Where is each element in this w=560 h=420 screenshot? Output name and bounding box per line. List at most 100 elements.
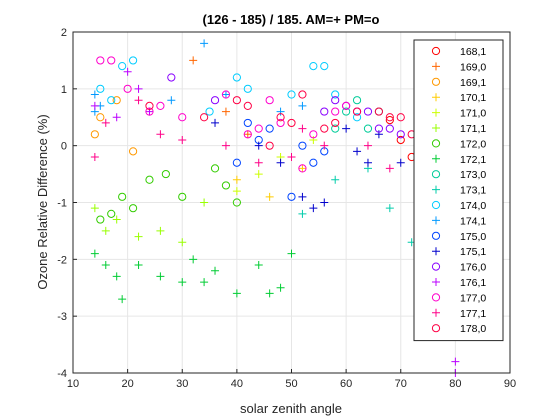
data-point: [276, 118, 285, 128]
data-point: [309, 62, 318, 71]
data-point: [331, 90, 340, 99]
data-point: [352, 96, 362, 105]
data-point: [342, 101, 351, 110]
data-point: [112, 215, 121, 224]
data-point: [243, 118, 252, 128]
data-point: [385, 115, 394, 125]
legend-marker: [432, 216, 440, 225]
data-point: [287, 249, 296, 258]
x-tick-label: 90: [504, 378, 516, 390]
data-point: [232, 73, 241, 82]
data-point: [134, 261, 143, 270]
data-point: [374, 124, 383, 133]
data-point: [309, 130, 318, 139]
data-point: [287, 90, 296, 99]
data-point: [178, 135, 187, 144]
legend-marker: [431, 200, 441, 210]
data-point: [112, 113, 121, 122]
data-point: [211, 118, 220, 127]
x-tick-label: 40: [231, 378, 243, 390]
data-point: [363, 107, 373, 116]
data-point: [156, 101, 165, 110]
legend-label: 172,1: [460, 154, 486, 166]
data-point: [118, 62, 127, 71]
legend-marker: [432, 154, 440, 163]
x-tick-label: 20: [122, 378, 134, 390]
legend-marker: [432, 185, 440, 194]
data-point: [265, 141, 274, 150]
data-point: [309, 204, 318, 213]
data-point: [243, 84, 252, 93]
legend-marker: [432, 62, 440, 71]
chart-title: (126 - 185) / 185. AM=+ PM=o: [203, 12, 380, 27]
data-point: [211, 266, 220, 275]
legend-label: 175,1: [460, 246, 486, 258]
data-point: [353, 147, 362, 156]
data-point: [145, 175, 154, 184]
data-point: [90, 90, 99, 99]
data-point: [107, 56, 116, 65]
legend-label: 177,1: [460, 308, 486, 320]
legend-label: 178,0: [460, 323, 486, 335]
data-point: [232, 198, 241, 207]
data-point: [320, 198, 329, 207]
data-point: [123, 84, 132, 93]
data-point: [298, 101, 307, 110]
data-point: [134, 96, 143, 105]
data-point: [276, 107, 285, 116]
data-point: [232, 96, 241, 105]
data-point: [189, 255, 198, 264]
data-point: [276, 113, 285, 122]
data-point: [156, 130, 165, 139]
data-point: [331, 96, 340, 105]
data-point: [385, 204, 394, 213]
y-tick-label: 2: [61, 27, 67, 39]
legend-label: 171,1: [460, 123, 486, 135]
data-point: [101, 226, 110, 235]
data-point: [107, 96, 116, 105]
data-point: [298, 164, 307, 173]
x-tick-label: 30: [176, 378, 188, 390]
data-point: [178, 113, 187, 122]
data-point: [232, 175, 241, 184]
data-point: [254, 261, 263, 270]
data-point: [331, 107, 340, 116]
data-point: [287, 118, 296, 128]
data-point: [134, 232, 143, 241]
data-point: [298, 124, 307, 133]
data-point: [243, 130, 252, 139]
data-point: [101, 261, 110, 270]
data-point: [298, 209, 307, 218]
legend-marker: [432, 247, 440, 256]
y-tick-label: 0: [61, 141, 67, 153]
legend-label: 174,1: [460, 215, 486, 227]
data-point: [112, 96, 121, 105]
legend-marker: [432, 308, 440, 317]
x-tick-label: 60: [340, 378, 352, 390]
data-point: [385, 124, 394, 133]
data-point: [189, 56, 198, 65]
y-axis-label: Ozone Relative Difference (%): [35, 114, 50, 289]
data-point: [221, 90, 230, 99]
data-point: [243, 130, 252, 139]
data-point: [232, 289, 241, 298]
data-point: [232, 187, 241, 196]
legend-label: 175,0: [460, 231, 486, 243]
data-point: [396, 130, 405, 139]
data-point: [200, 39, 209, 48]
y-tick-label: -3: [57, 311, 67, 323]
legend-marker: [431, 293, 441, 302]
legend-label: 176,0: [460, 262, 486, 274]
axes-box: [72, 31, 511, 374]
data-point: [107, 209, 116, 218]
data-point: [298, 90, 307, 99]
data-point: [96, 84, 105, 93]
data-point: [265, 124, 274, 133]
data-point: [352, 113, 362, 122]
data-point: [145, 107, 154, 116]
data-point: [118, 295, 127, 304]
data-point: [178, 192, 187, 201]
data-points: [90, 39, 460, 377]
data-point: [396, 113, 405, 122]
legend-marker: [432, 93, 440, 102]
